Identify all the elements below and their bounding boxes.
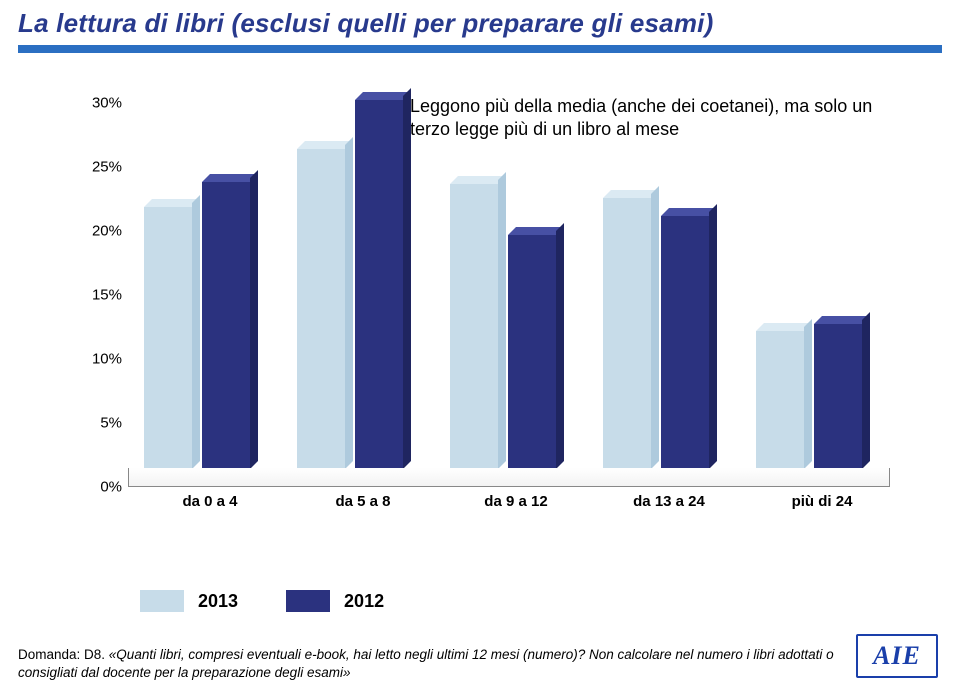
bar [603, 190, 659, 469]
bar [450, 176, 506, 469]
legend-item-2012: 2012 [286, 590, 384, 612]
bar [297, 141, 353, 469]
y-tick: 25% [92, 159, 122, 176]
footer-note: Domanda: D8. «Quanti libri, compresi eve… [18, 646, 840, 682]
bar [144, 199, 200, 469]
plot-area [128, 85, 890, 469]
legend-swatch-2013 [140, 590, 184, 612]
bar [661, 208, 717, 469]
page-title: La lettura di libri (esclusi quelli per … [18, 8, 942, 39]
legend: 2013 2012 [140, 590, 384, 612]
y-tick: 5% [100, 415, 122, 432]
y-tick: 15% [92, 287, 122, 304]
legend-item-2013: 2013 [140, 590, 238, 612]
legend-swatch-2012 [286, 590, 330, 612]
legend-label-2013: 2013 [198, 591, 238, 612]
page-root: La lettura di libri (esclusi quelli per … [0, 0, 960, 700]
footer-question: «Quanti libri, compresi eventuali e-book… [109, 647, 585, 662]
bar [814, 316, 870, 469]
bar [756, 323, 812, 469]
legend-label-2012: 2012 [344, 591, 384, 612]
bar [355, 92, 411, 469]
title-rule [18, 45, 942, 53]
bar-chart: 0% 5% 10% 15% 20% 25% 30% da 0 a 4da 5 a 8da 9… [70, 85, 890, 525]
y-tick: 0% [100, 479, 122, 496]
y-tick: 10% [92, 351, 122, 368]
chart-floor [128, 468, 890, 487]
x-axis: da 0 a 4da 5 a 8da 9 a 12da 13 a 24più d… [128, 493, 890, 517]
x-label: da 5 a 8 [278, 493, 448, 510]
logo-text: AIE [873, 641, 921, 671]
bar [202, 174, 258, 469]
x-label: da 9 a 12 [431, 493, 601, 510]
y-tick: 20% [92, 223, 122, 240]
logo-badge: AIE [856, 634, 938, 678]
x-label: più di 24 [737, 493, 907, 510]
y-axis: 0%5%10%15%20%25%30% [70, 85, 130, 487]
x-label: da 0 a 4 [125, 493, 295, 510]
title-block: La lettura di libri (esclusi quelli per … [18, 8, 942, 53]
y-tick: 30% [92, 95, 122, 112]
bar [508, 227, 564, 469]
x-label: da 13 a 24 [584, 493, 754, 510]
footer-prefix: Domanda: D8. [18, 647, 109, 662]
